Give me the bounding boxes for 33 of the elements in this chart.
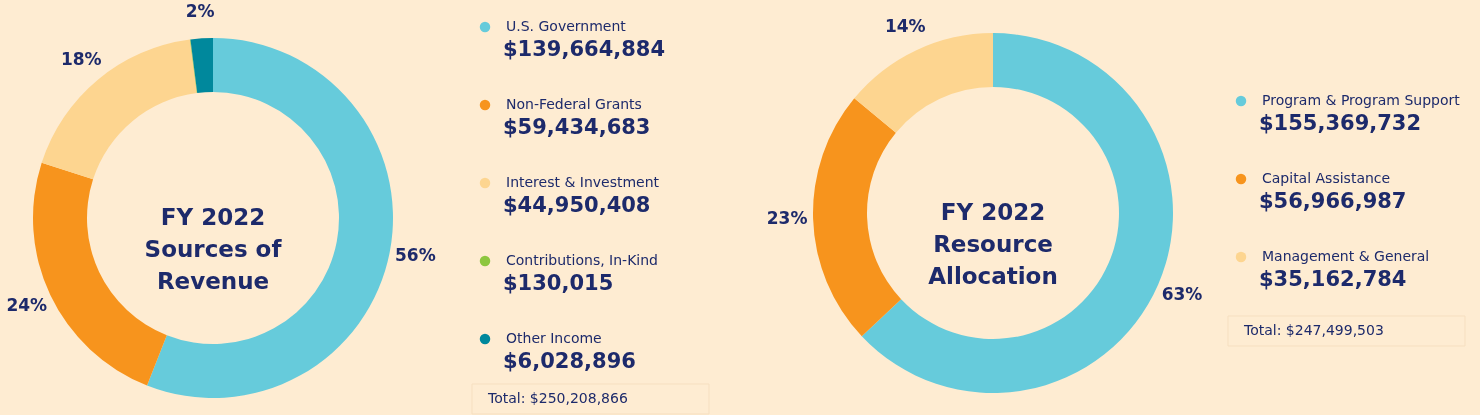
text: $155,369,732 [1259, 111, 1422, 135]
donut-slice [147, 38, 393, 398]
legend-label: Interest & Investment [506, 174, 660, 190]
data-label: 56% [395, 245, 436, 266]
legend-label: Capital Assistance [1262, 170, 1391, 186]
text: $44,950,408 [503, 193, 651, 217]
donut-slice [190, 38, 213, 93]
legend-label: Non-Federal Grants [506, 96, 642, 112]
text: $59,434,683 [503, 115, 651, 139]
donut-slice [813, 98, 902, 337]
data-label: 2% [185, 1, 215, 22]
donut-slice [189, 39, 198, 94]
text: $130,015 [503, 271, 614, 295]
text: $139,664,884 [503, 37, 666, 61]
text: FY 2022 Sources of Revenue [144, 204, 283, 294]
data-label: 18% [60, 48, 102, 69]
text: $35,162,784 [1259, 267, 1407, 291]
legend-label: U.S. Government [506, 18, 627, 34]
text: Total: $250,208,866 [487, 390, 628, 406]
data-label: 24% [6, 295, 48, 316]
text: $6,028,896 [503, 349, 636, 373]
donut-slice [41, 39, 197, 180]
text: $56,966,987 [1259, 189, 1407, 213]
donut-slice [854, 33, 993, 133]
legend-label: Program & Program Support [1262, 92, 1461, 108]
legend-label: Management & General [1262, 248, 1430, 264]
data-label: 14% [884, 15, 926, 36]
text: FY 2022 Resource Allocation [928, 199, 1058, 289]
legend-label: Contributions, In-Kind [506, 252, 659, 268]
data-label: 23% [766, 208, 808, 229]
legend-label: Other Income [506, 330, 602, 346]
data-label: 63% [1161, 283, 1203, 304]
text: Total: $247,499,503 [1243, 322, 1384, 338]
